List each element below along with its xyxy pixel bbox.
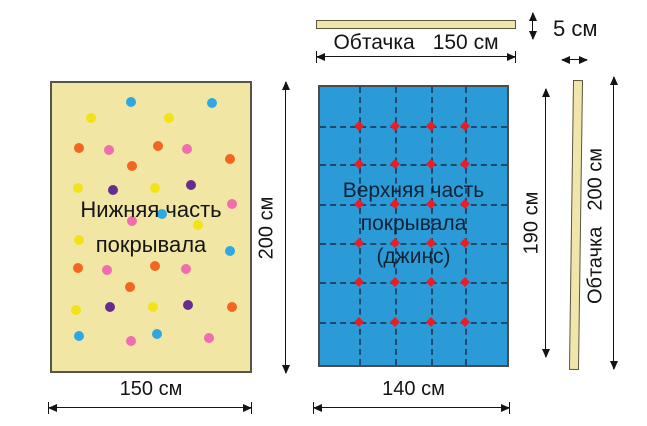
quilt-grid-line-horizontal xyxy=(320,242,507,245)
upper-part-panel: Верхняя часть покрывала (джинс) xyxy=(318,85,509,367)
tack-marker xyxy=(389,159,400,169)
fabric-dot xyxy=(204,333,214,344)
tack-marker xyxy=(389,121,400,132)
lower-height-arrow xyxy=(280,81,292,374)
facing-top-size: 150 см xyxy=(432,31,499,54)
facing-top-name: Обтачка xyxy=(333,31,415,54)
lower-width-arrow xyxy=(48,402,252,414)
tack-marker xyxy=(460,121,471,132)
tack-marker xyxy=(425,121,436,132)
fabric-dot xyxy=(227,199,238,210)
lower-width-label: 150 см xyxy=(119,378,183,400)
lower-height-label: 200 см xyxy=(255,196,278,260)
lower-part-panel: Нижняя часть покрывала xyxy=(50,81,252,373)
quilt-grid-line-vertical xyxy=(430,87,433,365)
tack-marker xyxy=(353,121,364,132)
fabric-dot xyxy=(126,96,136,107)
tack-marker xyxy=(389,199,400,210)
upper-height-arrow xyxy=(540,88,552,358)
fabric-dot xyxy=(74,234,85,245)
tack-marker xyxy=(353,199,364,210)
tack-marker xyxy=(425,277,436,288)
fabric-dot xyxy=(206,97,217,108)
quilt-grid-line-horizontal xyxy=(320,164,507,166)
fabric-dot xyxy=(108,184,119,195)
fabric-dot xyxy=(103,145,114,156)
fabric-dot xyxy=(193,219,204,230)
fabric-dot xyxy=(157,209,168,220)
quilt-grid-line-vertical xyxy=(394,87,397,365)
tack-marker xyxy=(353,237,364,248)
upper-width-label: 140 см xyxy=(382,378,445,400)
tack-marker xyxy=(425,237,436,248)
tack-marker xyxy=(353,316,364,327)
facing-right-width-arrow xyxy=(561,54,588,66)
facing-right-size: 200 см xyxy=(584,147,607,211)
quilt-grid-line-horizontal xyxy=(320,126,507,129)
tack-marker xyxy=(460,237,471,248)
facing-top-width-arrow xyxy=(316,51,516,63)
upper-height-label: 190 см xyxy=(520,191,543,255)
fabric-dot xyxy=(73,183,84,194)
fabric-dot xyxy=(126,215,137,226)
tack-marker xyxy=(460,277,471,288)
tack-marker xyxy=(425,316,436,327)
fabric-dot xyxy=(73,263,84,274)
fabric-dot xyxy=(71,304,82,315)
fabric-dot xyxy=(125,282,135,293)
facing-right-height-arrow xyxy=(608,76,620,370)
tack-marker xyxy=(425,159,436,169)
facing-right-strip xyxy=(568,79,584,371)
fabric-dot xyxy=(126,336,136,347)
fabric-dots-layer xyxy=(52,83,250,371)
fabric-dot xyxy=(148,301,159,312)
fabric-dot xyxy=(181,143,192,154)
facing-top-label: Обтачка 150 см xyxy=(316,31,516,55)
fabric-dot xyxy=(227,301,238,312)
facing-right-name: Обтачка xyxy=(584,226,607,305)
fabric-dot xyxy=(180,264,191,275)
tack-marker xyxy=(425,199,436,210)
fabric-dot xyxy=(185,179,196,190)
tack-marker xyxy=(460,199,471,210)
tack-marker xyxy=(389,277,400,288)
fabric-dot xyxy=(164,113,175,124)
tack-marker xyxy=(389,316,400,327)
quilt-grid-line-horizontal xyxy=(320,321,507,324)
fabric-dot xyxy=(104,301,115,312)
facing-height-arrow xyxy=(527,12,539,40)
facing-height-label: 5 см xyxy=(553,16,598,41)
fabric-dot xyxy=(101,265,112,276)
tack-marker xyxy=(353,277,364,288)
quilt-grid-layer xyxy=(320,87,507,365)
upper-width-arrow xyxy=(313,402,510,414)
quilt-grid-line-horizontal xyxy=(320,204,507,207)
fabric-dot xyxy=(86,113,96,124)
fabric-dot xyxy=(153,141,164,152)
fabric-dot xyxy=(126,160,137,171)
tack-marker xyxy=(460,159,471,169)
fabric-dot xyxy=(74,143,85,154)
tack-marker xyxy=(353,159,364,169)
tack-marker xyxy=(460,316,471,327)
quilt-grid-line-vertical xyxy=(358,87,361,365)
fabric-dot xyxy=(150,260,161,271)
tack-marker xyxy=(389,237,400,248)
quilt-grid-line-vertical xyxy=(465,87,468,365)
fabric-dot xyxy=(225,245,236,256)
facing-right-label: Обтачка 200 см xyxy=(585,148,608,304)
fabric-dot xyxy=(182,300,193,311)
fabric-dot xyxy=(74,330,85,341)
facing-top-strip xyxy=(316,20,516,29)
fabric-dot xyxy=(225,154,236,165)
quilt-grid-line-horizontal xyxy=(320,282,507,285)
fabric-dot xyxy=(150,182,161,193)
fabric-dot xyxy=(152,329,163,340)
